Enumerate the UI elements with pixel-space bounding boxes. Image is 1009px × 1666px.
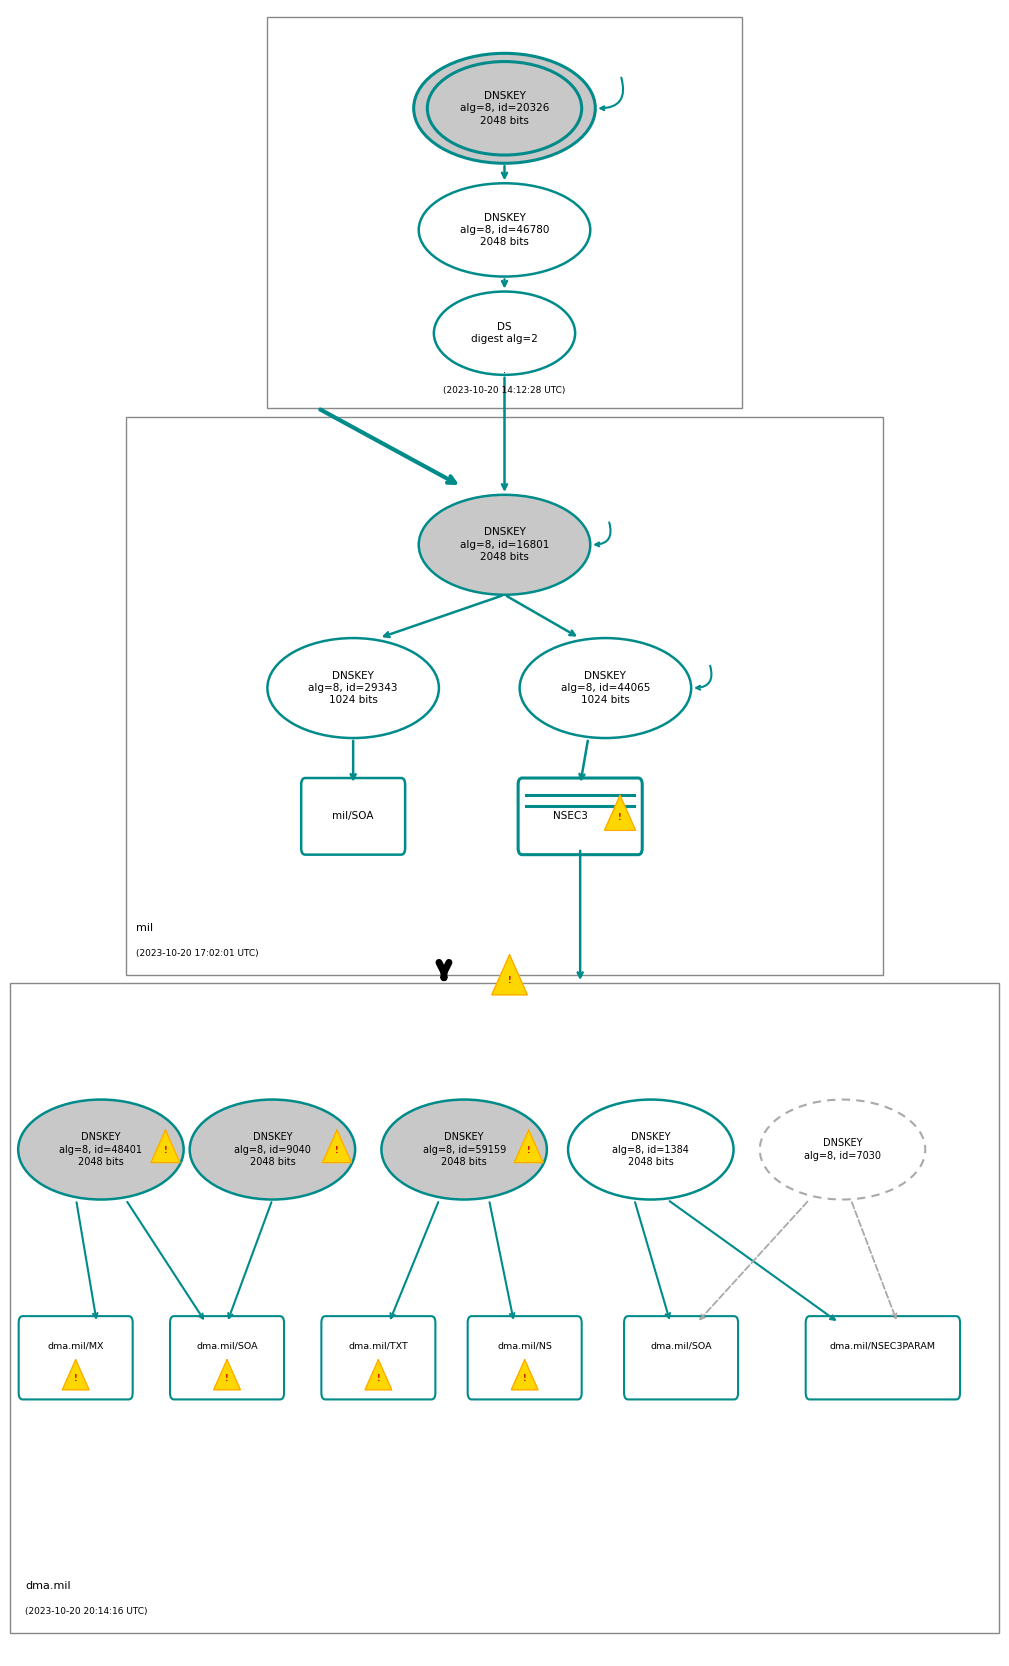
Text: DNSKEY
alg=8, id=16801
2048 bits: DNSKEY alg=8, id=16801 2048 bits <box>460 528 549 561</box>
Ellipse shape <box>520 638 691 738</box>
FancyBboxPatch shape <box>468 1316 581 1399</box>
Ellipse shape <box>267 638 439 738</box>
Text: DNSKEY
alg=8, id=1384
2048 bits: DNSKEY alg=8, id=1384 2048 bits <box>612 1133 689 1166</box>
Text: (2023-10-20 17:02:01 UTC): (2023-10-20 17:02:01 UTC) <box>136 950 259 958</box>
Text: !: ! <box>508 976 512 985</box>
Text: DS
digest alg=2: DS digest alg=2 <box>471 322 538 345</box>
Text: !: ! <box>523 1374 527 1383</box>
Text: dma.mil/NSEC3PARAM: dma.mil/NSEC3PARAM <box>829 1341 936 1351</box>
Ellipse shape <box>568 1100 734 1200</box>
Text: dma.mil/TXT: dma.mil/TXT <box>348 1341 409 1351</box>
FancyBboxPatch shape <box>126 416 883 975</box>
Text: !: ! <box>527 1146 531 1155</box>
Polygon shape <box>323 1130 351 1163</box>
Ellipse shape <box>760 1100 925 1200</box>
Text: !: ! <box>376 1374 380 1383</box>
Text: !: ! <box>619 813 622 821</box>
Ellipse shape <box>381 1100 547 1200</box>
Ellipse shape <box>190 1100 355 1200</box>
Text: DNSKEY
alg=8, id=46780
2048 bits: DNSKEY alg=8, id=46780 2048 bits <box>460 213 549 247</box>
Ellipse shape <box>414 53 595 163</box>
Polygon shape <box>512 1359 538 1389</box>
Text: DNSKEY
alg=8, id=44065
1024 bits: DNSKEY alg=8, id=44065 1024 bits <box>561 671 650 705</box>
Text: DNSKEY
alg=8, id=7030: DNSKEY alg=8, id=7030 <box>804 1138 881 1161</box>
Text: mil/SOA: mil/SOA <box>332 811 374 821</box>
FancyBboxPatch shape <box>301 778 405 855</box>
Ellipse shape <box>419 495 590 595</box>
FancyBboxPatch shape <box>267 17 742 408</box>
Text: (2023-10-20 14:12:28 UTC): (2023-10-20 14:12:28 UTC) <box>443 387 566 395</box>
Text: dma.mil/SOA: dma.mil/SOA <box>196 1341 258 1351</box>
FancyBboxPatch shape <box>170 1316 284 1399</box>
FancyBboxPatch shape <box>18 1316 132 1399</box>
Polygon shape <box>63 1359 89 1389</box>
FancyBboxPatch shape <box>805 1316 960 1399</box>
FancyBboxPatch shape <box>321 1316 435 1399</box>
Polygon shape <box>491 955 528 995</box>
Text: DNSKEY
alg=8, id=59159
2048 bits: DNSKEY alg=8, id=59159 2048 bits <box>423 1133 506 1166</box>
Text: dma.mil/SOA: dma.mil/SOA <box>650 1341 712 1351</box>
Polygon shape <box>151 1130 180 1163</box>
Ellipse shape <box>18 1100 184 1200</box>
Text: dma.mil: dma.mil <box>25 1581 71 1591</box>
FancyBboxPatch shape <box>624 1316 739 1399</box>
Ellipse shape <box>434 292 575 375</box>
Text: !: ! <box>74 1374 78 1383</box>
Text: dma.mil/NS: dma.mil/NS <box>497 1341 552 1351</box>
Text: (2023-10-20 20:14:16 UTC): (2023-10-20 20:14:16 UTC) <box>25 1608 147 1616</box>
Ellipse shape <box>428 62 581 155</box>
FancyBboxPatch shape <box>519 778 642 855</box>
Text: !: ! <box>335 1146 339 1155</box>
Text: DNSKEY
alg=8, id=9040
2048 bits: DNSKEY alg=8, id=9040 2048 bits <box>234 1133 311 1166</box>
Polygon shape <box>604 795 636 830</box>
Polygon shape <box>365 1359 391 1389</box>
Text: .: . <box>503 365 506 375</box>
Text: DNSKEY
alg=8, id=20326
2048 bits: DNSKEY alg=8, id=20326 2048 bits <box>460 92 549 125</box>
Text: mil: mil <box>136 923 153 933</box>
Polygon shape <box>214 1359 240 1389</box>
Text: DNSKEY
alg=8, id=29343
1024 bits: DNSKEY alg=8, id=29343 1024 bits <box>309 671 398 705</box>
Text: !: ! <box>163 1146 167 1155</box>
Text: dma.mil/MX: dma.mil/MX <box>47 1341 104 1351</box>
Text: !: ! <box>225 1374 229 1383</box>
Text: DNSKEY
alg=8, id=48401
2048 bits: DNSKEY alg=8, id=48401 2048 bits <box>60 1133 142 1166</box>
Text: NSEC3: NSEC3 <box>553 811 587 821</box>
FancyBboxPatch shape <box>10 983 999 1633</box>
Ellipse shape <box>419 183 590 277</box>
Polygon shape <box>515 1130 543 1163</box>
